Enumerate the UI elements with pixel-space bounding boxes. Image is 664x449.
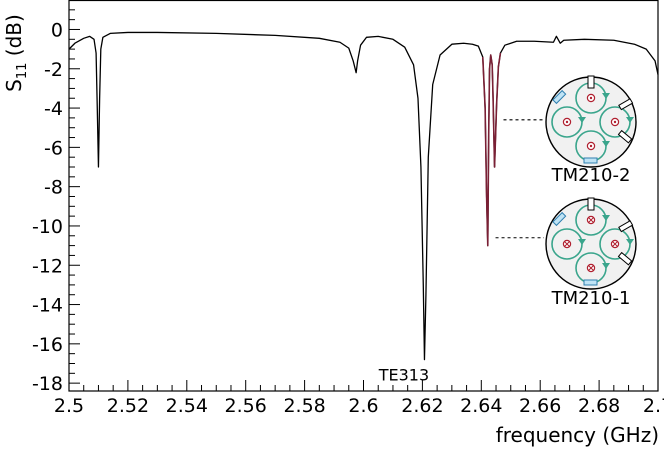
port-top-icon [587, 197, 595, 211]
tm210-highlight-line [481, 52, 502, 247]
field-arrow-icon [578, 239, 586, 245]
coupler-blue-icon [583, 279, 598, 286]
cross-mark [588, 217, 594, 223]
cross-mark [564, 241, 570, 247]
port-right-icon [618, 98, 634, 111]
field-arrow-icon [626, 239, 634, 245]
plot-frame [68, 0, 659, 392]
field-arrow-icon [602, 263, 610, 269]
x-tick-label: 2.52 [107, 395, 149, 417]
port-lower-right-icon [617, 251, 633, 266]
port-top-icon [587, 75, 595, 89]
field-arrow-icon [602, 93, 610, 99]
x-tick-label: 2.56 [225, 395, 267, 417]
field-arrow-icon [602, 141, 610, 147]
field-arrow-icon [602, 215, 610, 221]
y-tick-label: -12 [32, 255, 63, 277]
x-tick-label: 2.66 [519, 395, 561, 417]
dot-mark [589, 144, 593, 148]
port-right-icon [618, 220, 634, 233]
inset-label: TM210-2 [551, 165, 631, 186]
x-tick-label: 2.58 [283, 395, 325, 417]
y-tick-label: -4 [44, 98, 63, 120]
s11-series-line [68, 31, 659, 361]
x-tick-label: 2.7 [643, 395, 664, 417]
inset-tm210-2: TM210-2 [503, 75, 637, 186]
y-axis-title-main: S [2, 79, 26, 92]
y-tick-label: 0 [51, 19, 63, 41]
coupler-blue-icon [552, 211, 567, 227]
y-axis-title-unit: (dB) [2, 14, 26, 62]
port-lower-right-icon [617, 129, 633, 144]
mode-insets: TM210-2 TM210-1 [495, 75, 637, 309]
x-axis-title: frequency (GHz) [496, 423, 659, 447]
dot-mark [613, 120, 617, 124]
cross-mark [612, 241, 618, 247]
cavity-circle [545, 76, 637, 168]
svg-text:S11 (dB): S11 (dB) [2, 14, 30, 92]
y-tick-label: -16 [32, 334, 63, 356]
cross-mark [588, 265, 594, 271]
y-tick-label: -2 [44, 59, 63, 81]
dot-mark [589, 96, 593, 100]
x-tick-label: 2.6 [348, 395, 378, 417]
coupler-blue-icon [552, 89, 567, 105]
y-tick-label: -8 [44, 177, 63, 199]
field-arrow-icon [626, 117, 634, 123]
inset-label: TM210-1 [551, 288, 631, 309]
y-tick-label: -10 [32, 216, 63, 238]
x-tick-label: 2.5 [54, 395, 84, 417]
x-tick-label: 2.54 [166, 395, 208, 417]
coupler-blue-icon [583, 157, 598, 164]
y-tick-label: -14 [32, 295, 63, 317]
y-tick-label: -6 [44, 137, 63, 159]
y-axis-title-sub: 11 [15, 63, 30, 80]
x-tick-label: 2.68 [578, 395, 620, 417]
x-tick-label: 2.64 [460, 395, 502, 417]
y-axis-title: S11 (dB) [2, 14, 30, 92]
dot-mark [565, 120, 569, 124]
y-tick-label: -18 [32, 373, 63, 395]
te313-annotation: TE313 [378, 365, 429, 384]
x-tick-label: 2.62 [401, 395, 443, 417]
field-arrow-icon [578, 117, 586, 123]
cavity-circle [545, 198, 637, 290]
inset-tm210-1: TM210-1 [495, 197, 637, 309]
